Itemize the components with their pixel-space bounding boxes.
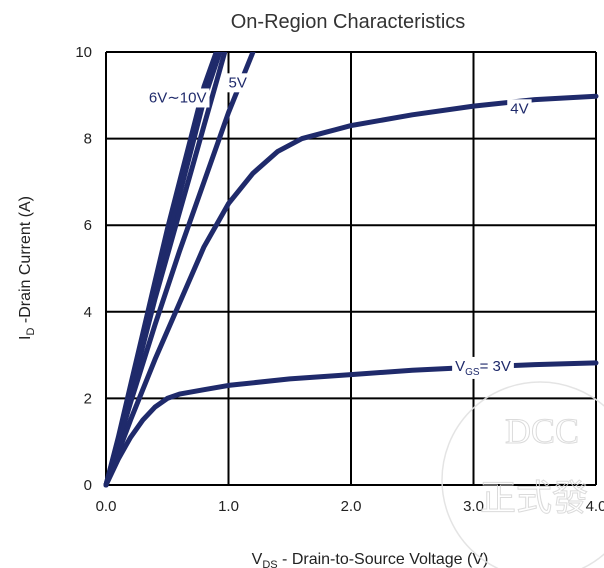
- curve-label-text: 5V: [229, 74, 247, 91]
- x-tick-labels: 0.0 1.0 2.0 3.0 4.0: [96, 498, 604, 515]
- x-tick-label: 3.0: [463, 498, 484, 515]
- y-tick-label: 2: [84, 390, 92, 407]
- y-tick-label: 4: [84, 304, 92, 321]
- curve-label-bg: [507, 99, 532, 119]
- watermark: DCC 正式發: [441, 381, 604, 568]
- series-line-4: [103, 93, 599, 488]
- curve-label-text: VGS= 3V: [455, 358, 511, 378]
- y-axis-label-rest: -Drain Current (A): [17, 196, 34, 328]
- x-tick-label: 2.0: [341, 498, 362, 515]
- curve-labels: 6V∼10V 5V 4V VGS= 3V: [145, 73, 532, 379]
- curve-label-text: 6V∼10V: [149, 89, 207, 106]
- watermark-text-2: 正式發: [480, 478, 588, 518]
- y-tick-labels: 0 2 4 6 8 10: [75, 44, 92, 494]
- watermark-text-1: DCC: [505, 411, 579, 451]
- chart-title: On-Region Characteristics: [231, 11, 466, 33]
- curves: [103, 52, 599, 488]
- curve-label-0: 6V∼10V: [145, 88, 210, 108]
- x-tick-label: 4.0: [586, 498, 604, 515]
- y-tick-label: 10: [75, 44, 92, 61]
- y-axis-label: ID -Drain Current (A): [17, 196, 37, 340]
- curve-label-text: 4V: [510, 100, 528, 117]
- y-axis-label-sub: D: [25, 328, 37, 336]
- y-tick-label: 8: [84, 131, 92, 148]
- y-axis-label-main: I: [17, 336, 34, 340]
- curve-label-3: VGS= 3V: [452, 356, 514, 379]
- curve-label-bg: [225, 73, 250, 93]
- curve-label-1: 5V: [225, 73, 250, 93]
- x-axis-label-rest: - Drain-to-Source Voltage (V): [278, 551, 489, 568]
- x-axis-label: VDS - Drain-to-Source Voltage (V): [252, 551, 489, 568]
- y-tick-label: 6: [84, 217, 92, 234]
- x-tick-label: 0.0: [96, 498, 117, 515]
- x-axis-label-main: V: [252, 551, 263, 568]
- curve-label-bg: [145, 88, 210, 108]
- y-tick-label: 0: [84, 477, 92, 494]
- watermark-circle: [441, 381, 604, 568]
- curve-label-2: 4V: [507, 99, 532, 119]
- x-axis-label-sub: DS: [262, 559, 277, 568]
- x-tick-label: 1.0: [218, 498, 239, 515]
- series-line-3: [103, 52, 256, 488]
- curve-label-bg: [452, 356, 514, 379]
